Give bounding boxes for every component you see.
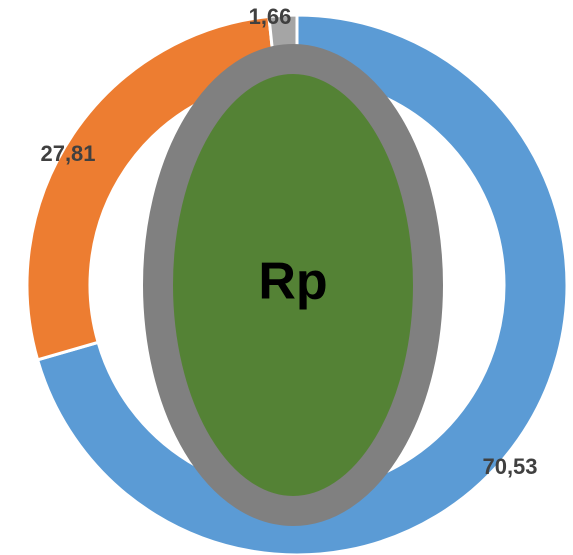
data-label: 70,53 [482,454,537,479]
data-label: 27,81 [40,141,95,166]
center-ellipse [143,44,443,526]
data-label: 1,66 [249,4,292,29]
center-label: Rp [258,253,327,311]
donut-segment [35,13,569,555]
